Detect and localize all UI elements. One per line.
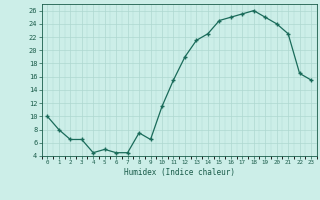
X-axis label: Humidex (Indice chaleur): Humidex (Indice chaleur) bbox=[124, 168, 235, 177]
